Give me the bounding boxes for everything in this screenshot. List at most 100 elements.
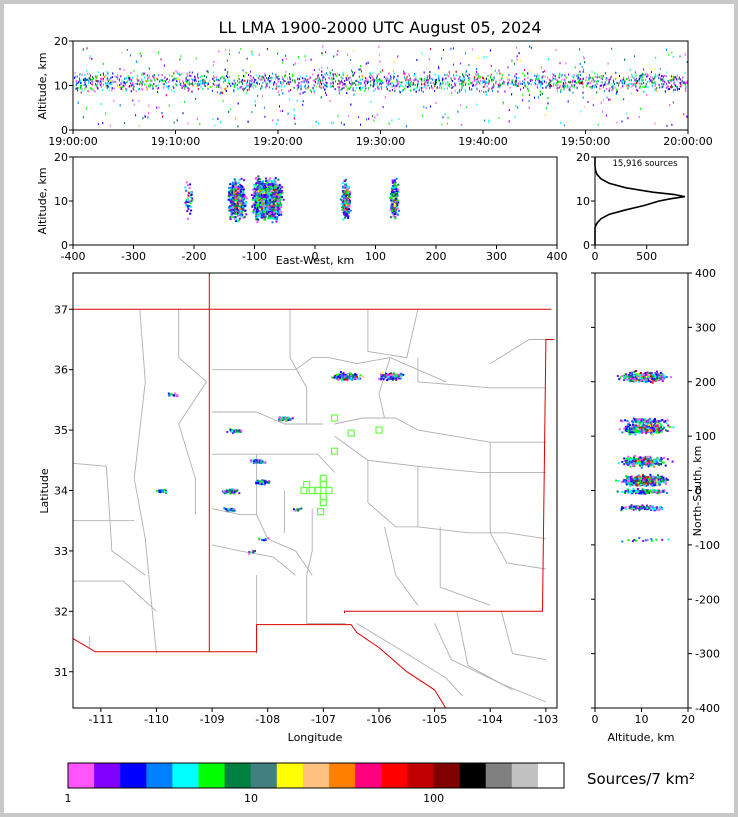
time-altitude-source [144, 83, 146, 86]
time-altitude-source [503, 81, 505, 83]
time-altitude-source [237, 102, 239, 105]
time-altitude-source [102, 80, 104, 82]
time-altitude-source [89, 77, 91, 80]
time-altitude-source [408, 85, 410, 88]
time-altitude-source [442, 116, 444, 119]
time-altitude-source [141, 73, 143, 76]
time-altitude-source [85, 86, 87, 89]
time-altitude-source [426, 81, 428, 84]
time-altitude-source [576, 74, 578, 77]
time-altitude-source [133, 70, 135, 72]
time-altitude-source [573, 74, 575, 77]
eastwest-source [232, 195, 235, 198]
time-altitude-source [289, 77, 291, 80]
time-altitude-source [600, 77, 602, 80]
time-altitude-source [562, 85, 564, 88]
time-altitude-source [640, 77, 642, 80]
time-altitude-source [607, 77, 609, 80]
time-altitude-source [408, 79, 410, 82]
time-altitude-source [515, 105, 517, 108]
time-altitude-source [217, 117, 219, 120]
time-altitude-source [106, 71, 108, 73]
time-altitude-source [547, 58, 549, 61]
eastwest-source [232, 208, 235, 211]
time-altitude-source [188, 88, 190, 91]
time-altitude-source [634, 79, 636, 82]
time-altitude-source [194, 79, 195, 82]
time-altitude-source [345, 85, 347, 88]
eastwest-source [236, 208, 239, 211]
time-altitude-source [686, 61, 688, 63]
time-altitude-source [264, 86, 266, 88]
time-altitude-source [230, 108, 232, 111]
time-altitude-source [616, 81, 618, 84]
time-altitude-source [487, 89, 489, 92]
time-altitude-source [328, 76, 330, 79]
time-altitude-source [607, 78, 609, 81]
time-altitude-source [613, 79, 614, 82]
eastwest-source [234, 201, 237, 203]
time-altitude-source [525, 85, 527, 88]
time-altitude-source [355, 83, 357, 86]
time-altitude-source [438, 74, 439, 77]
time-altitude-source [361, 93, 362, 96]
time-altitude-source [538, 75, 540, 78]
time-altitude-source [289, 80, 291, 83]
time-altitude-source [157, 78, 159, 81]
time-altitude-source [346, 79, 348, 81]
time-altitude-source [538, 96, 539, 99]
time-altitude-source [125, 89, 127, 92]
time-altitude-source [530, 83, 532, 86]
time-altitude-source [598, 76, 600, 79]
time-altitude-source [558, 86, 560, 89]
time-altitude-source [663, 79, 665, 82]
time-altitude-source [333, 85, 334, 88]
time-altitude-source [544, 75, 546, 78]
eastwest-source [260, 205, 263, 207]
time-altitude-source [462, 77, 464, 80]
time-altitude-source [242, 87, 244, 90]
time-altitude-source [469, 88, 471, 91]
time-altitude-source [358, 68, 360, 71]
time-altitude-source [223, 79, 225, 82]
time-altitude-source [179, 58, 181, 61]
time-altitude-source [99, 82, 101, 85]
time-altitude-source [516, 46, 518, 49]
time-altitude-source [461, 79, 463, 82]
time-altitude-source [643, 82, 645, 84]
time-altitude-source [286, 82, 288, 85]
time-altitude-source [388, 122, 390, 125]
time-altitude-source [651, 76, 653, 79]
time-altitude-source [300, 81, 302, 83]
time-altitude-source [222, 91, 223, 94]
time-altitude-source [188, 84, 190, 86]
time-altitude-source [210, 85, 212, 88]
time-altitude-source [512, 82, 514, 85]
time-altitude-source [253, 81, 255, 84]
time-altitude-source [229, 53, 230, 55]
eastwest-source [240, 211, 243, 214]
time-altitude-source [427, 81, 429, 84]
eastwest-source [234, 210, 237, 213]
eastwest-source [239, 213, 242, 216]
eastwest-source [187, 217, 190, 220]
time-altitude-source [550, 80, 552, 83]
time-altitude-source [457, 110, 459, 113]
time-altitude-source [339, 91, 341, 93]
time-altitude-source [92, 89, 94, 92]
time-altitude-source [536, 75, 538, 78]
time-altitude-source [389, 89, 391, 92]
eastwest-source [264, 177, 267, 180]
time-altitude-source [559, 85, 561, 88]
eastwest-source [185, 181, 188, 184]
time-altitude-source [360, 82, 362, 85]
time-altitude-source [605, 83, 607, 86]
time-altitude-source [163, 83, 165, 86]
time-altitude-source [204, 79, 206, 82]
time-altitude-source [669, 85, 671, 88]
time-altitude-source [233, 79, 235, 82]
time-altitude-source [313, 89, 315, 92]
time-altitude-source [426, 67, 428, 70]
time-altitude-source [607, 82, 609, 85]
time-altitude-source [180, 55, 182, 58]
